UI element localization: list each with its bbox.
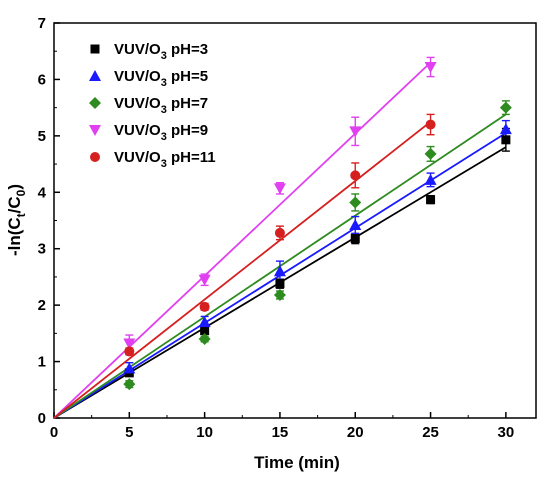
y-tick-label: 3 [38,241,46,258]
x-tick-labels: 0 5 10 15 20 25 30 [50,424,514,441]
x-tick-label: 15 [272,424,289,441]
data-point [275,279,285,289]
x-tick-label: 5 [125,424,133,441]
legend-label: VUV/O3 pH=5 [114,68,208,89]
x-tick-label: 0 [50,424,58,441]
axis-ticks [53,22,507,419]
data-point [499,123,512,135]
x-tick-label: 25 [422,424,439,441]
data-point [350,170,361,181]
x-tick-label: 10 [196,424,213,441]
data-point [198,316,211,328]
legend-label: VUV/O3 pH=9 [114,122,208,143]
data-point [198,333,211,345]
legend-label: VUV/O3 pH=11 [114,149,216,170]
y-axis-title: -ln(Ct/C0) [5,184,28,256]
y-tick-label: 7 [38,15,46,32]
data-point [273,288,286,301]
y-tick-label: 6 [38,71,46,88]
legend-marker [90,152,100,162]
data-point [350,234,360,244]
legend-marker [89,70,101,81]
x-axis-title: Time (min) [254,453,340,472]
data-point [501,135,511,145]
data-point [274,227,285,238]
data-point [349,196,362,209]
y-tick-label: 5 [38,128,46,145]
x-tick-label: 20 [347,424,364,441]
data-point [349,219,362,231]
data-point [426,195,436,205]
legend-marker [89,125,101,136]
y-tick-label: 1 [38,354,46,371]
data-point [499,101,512,114]
data-point [199,301,210,312]
data-point [124,346,135,357]
x-tick-label: 30 [498,424,515,441]
legend-label: VUV/O3 pH=3 [114,41,208,62]
y-tick-label: 0 [38,410,46,427]
data-point [123,362,136,374]
data-point [123,338,136,350]
fit-line [53,121,432,419]
y-tick-label: 2 [38,297,46,314]
legend-marker [90,44,100,54]
data-point [349,126,362,138]
data-point [123,378,136,391]
data-point [273,265,286,277]
data-point [273,183,286,195]
data-markers [123,62,512,391]
data-point [200,326,210,336]
legend-marker [89,97,101,109]
data-point [198,274,211,286]
y-tick-labels: 0 1 2 3 4 5 6 7 [38,15,47,427]
legend-label: VUV/O3 pH=7 [114,95,208,116]
data-point [424,62,437,74]
y-tick-label: 4 [38,184,47,201]
fit-line [53,61,432,419]
legend: VUV/O3 pH=3 VUV/O3 pH=5 VUV/O3 pH=7 VUV/O3 … [89,41,216,170]
data-point [424,173,437,185]
data-point [424,147,437,160]
data-point [425,119,436,130]
